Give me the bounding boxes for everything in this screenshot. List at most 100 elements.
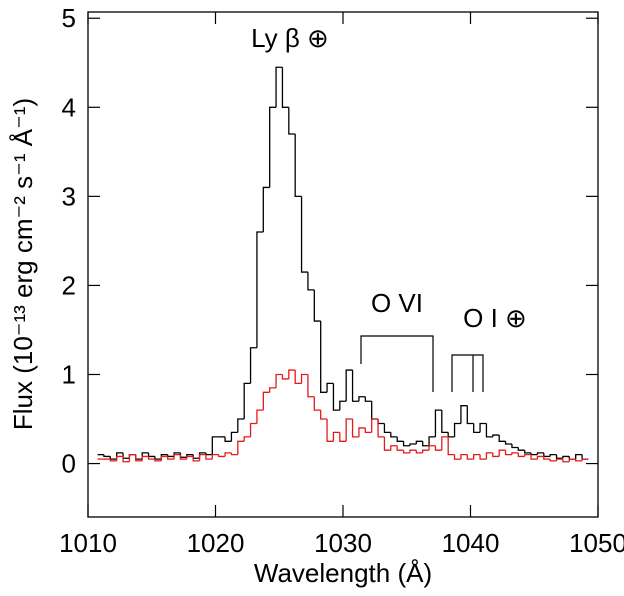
step xyxy=(492,434,500,437)
y-tick-label: 5 xyxy=(62,3,76,33)
step xyxy=(351,370,359,402)
y-tick-label: 0 xyxy=(62,449,76,479)
step xyxy=(447,436,455,456)
step xyxy=(179,454,187,460)
step xyxy=(237,418,245,433)
step xyxy=(173,454,181,460)
step xyxy=(409,443,417,446)
step xyxy=(377,419,385,425)
step xyxy=(562,455,570,459)
y-tick-label: 2 xyxy=(62,270,76,300)
step xyxy=(230,431,238,442)
step xyxy=(434,409,442,437)
step xyxy=(243,436,251,442)
step xyxy=(186,455,194,460)
step xyxy=(345,369,353,402)
step xyxy=(332,383,340,411)
step xyxy=(543,452,551,458)
step xyxy=(109,456,117,460)
step xyxy=(237,440,245,455)
step xyxy=(492,452,500,458)
step xyxy=(224,452,232,457)
step xyxy=(415,440,423,444)
x-axis-label: Wavelength (Å) xyxy=(254,558,432,588)
x-tick-label: 1010 xyxy=(59,528,117,558)
step xyxy=(262,186,270,232)
step xyxy=(555,454,563,459)
step xyxy=(364,427,372,434)
step xyxy=(345,418,353,442)
step xyxy=(167,456,175,460)
step xyxy=(198,454,206,461)
step xyxy=(409,449,417,453)
step xyxy=(466,405,474,425)
step xyxy=(320,410,328,420)
step xyxy=(555,458,563,461)
step xyxy=(517,447,525,451)
step xyxy=(281,67,289,108)
step xyxy=(434,445,442,451)
step xyxy=(288,107,296,135)
step xyxy=(383,423,391,434)
step xyxy=(524,450,532,454)
step xyxy=(281,374,289,380)
step xyxy=(300,373,308,384)
step xyxy=(402,441,410,447)
step xyxy=(536,452,544,455)
step xyxy=(428,445,436,451)
annotation: O I ⊕ xyxy=(463,303,527,333)
step xyxy=(422,441,430,447)
step xyxy=(307,374,315,398)
step xyxy=(536,455,544,460)
step xyxy=(447,432,455,438)
step xyxy=(479,422,487,433)
step xyxy=(141,455,149,461)
step xyxy=(326,419,334,442)
step xyxy=(135,454,143,462)
step xyxy=(396,445,404,451)
step xyxy=(243,382,251,420)
step xyxy=(396,436,404,442)
step xyxy=(390,432,398,438)
step xyxy=(485,423,493,438)
step xyxy=(109,459,117,462)
step xyxy=(441,410,449,434)
step xyxy=(511,443,519,449)
step xyxy=(269,106,277,188)
step xyxy=(498,435,506,442)
step xyxy=(230,452,238,456)
step xyxy=(460,454,468,460)
y-tick-label: 4 xyxy=(62,92,76,122)
y-tick-label: 1 xyxy=(62,359,76,389)
step xyxy=(122,456,130,463)
step xyxy=(498,449,506,457)
step xyxy=(339,432,347,442)
step xyxy=(288,369,296,379)
step xyxy=(103,454,111,458)
ovi-bracket xyxy=(360,335,434,392)
step xyxy=(371,401,379,420)
step xyxy=(575,459,583,462)
annotation: O VI xyxy=(371,288,423,318)
step xyxy=(549,454,557,457)
step xyxy=(205,452,213,456)
step xyxy=(581,454,589,460)
x-tick-label: 1030 xyxy=(314,528,372,558)
step xyxy=(326,382,334,393)
step xyxy=(568,458,576,462)
step xyxy=(275,373,283,388)
step xyxy=(460,405,468,424)
step xyxy=(249,347,257,384)
step xyxy=(256,409,264,424)
step xyxy=(300,196,308,273)
step xyxy=(262,391,270,411)
step xyxy=(530,452,538,456)
step xyxy=(211,454,219,460)
annotation: Ly β ⊕ xyxy=(251,23,329,53)
step xyxy=(549,459,557,462)
step xyxy=(320,321,328,393)
step xyxy=(275,66,283,108)
x-tick-label: 1050 xyxy=(569,528,624,558)
step xyxy=(441,436,449,451)
step xyxy=(332,431,340,442)
